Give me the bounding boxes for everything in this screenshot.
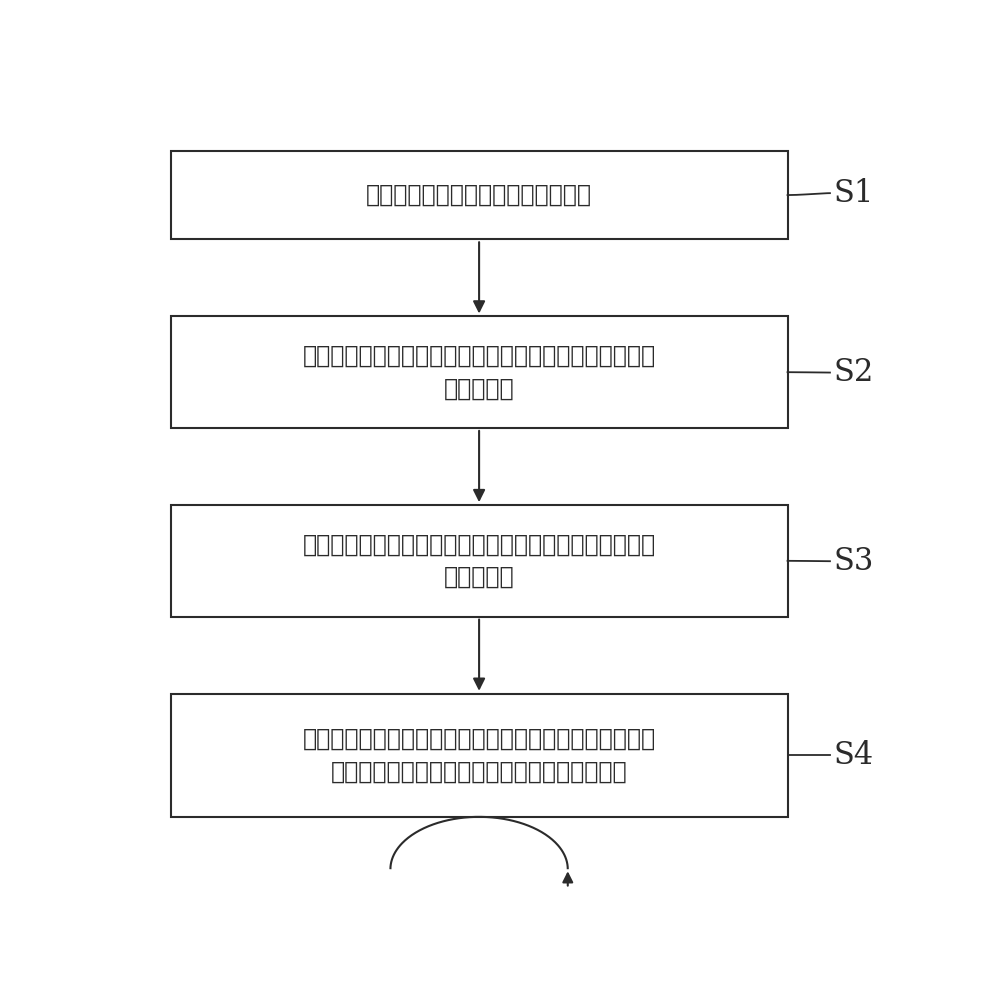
Text: S1: S1 — [833, 178, 874, 209]
Text: 时间的静置: 时间的静置 — [443, 565, 514, 589]
Bar — [171, 694, 787, 817]
Bar — [171, 505, 787, 617]
Bar — [171, 151, 787, 239]
Text: 以第三预设电流恒流充电至第三预设电压，然后以第三预: 以第三预设电流恒流充电至第三预设电压，然后以第三预 — [302, 727, 655, 751]
Bar — [171, 316, 787, 428]
Text: S3: S3 — [833, 546, 874, 577]
Text: 电池注液后进行第一预设时间的静置: 电池注液后进行第一预设时间的静置 — [366, 183, 591, 207]
Text: 以第一预设电流恒流充电至第一预设电压后进行第二预设: 以第一预设电流恒流充电至第一预设电压后进行第二预设 — [302, 344, 655, 368]
Text: 以第二预设电流恒流充电至第二预设电压后进行第三预设: 以第二预设电流恒流充电至第二预设电压后进行第三预设 — [302, 533, 655, 557]
Text: 时间的静置: 时间的静置 — [443, 376, 514, 400]
Text: 设电流恒流放电至第四预设电压，重复预设次数: 设电流恒流放电至第四预设电压，重复预设次数 — [330, 759, 627, 783]
Text: S4: S4 — [833, 740, 873, 771]
Text: S2: S2 — [833, 357, 874, 388]
